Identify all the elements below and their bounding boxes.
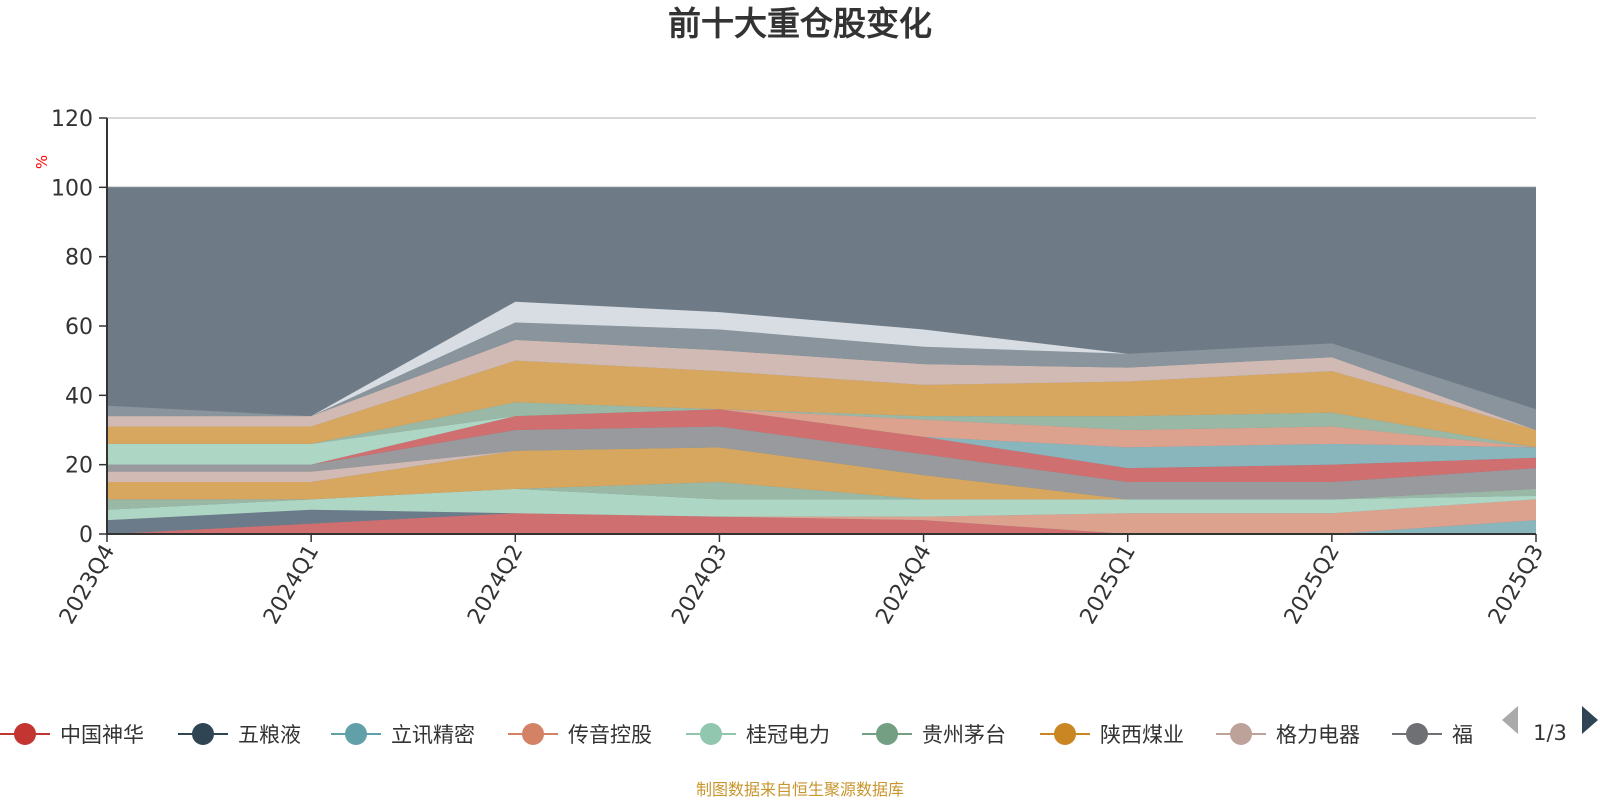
legend-label: 格力电器 — [1276, 723, 1360, 747]
legend-label: 立讯精密 — [391, 723, 475, 747]
area-band-13 — [107, 409, 1536, 465]
legend-marker — [192, 723, 214, 745]
y-tick-label: 120 — [51, 107, 93, 132]
chart-title: 前十大重仓股变化 — [668, 4, 932, 43]
area-band-18 — [107, 301, 1536, 417]
x-tick-label: 2023Q4 — [55, 541, 120, 629]
legend-label: 陕西煤业 — [1100, 723, 1184, 747]
area-band-12 — [107, 409, 1536, 465]
legend-next-icon[interactable] — [1582, 706, 1598, 734]
legend-marker — [1054, 723, 1076, 745]
legend-item[interactable]: 格力电器 — [1216, 723, 1360, 747]
area-band-14 — [107, 402, 1536, 448]
y-tick-label: 40 — [65, 384, 93, 409]
x-tick-label: 2024Q1 — [259, 541, 324, 629]
plot-areas — [107, 187, 1536, 535]
legend-label: 传音控股 — [568, 723, 652, 747]
area-band-17 — [107, 322, 1536, 430]
x-tick-label: 2024Q3 — [667, 541, 732, 629]
legend-marker — [700, 723, 722, 745]
area-band-9 — [107, 426, 1536, 500]
legend-marker — [14, 723, 36, 745]
x-tick-label: 2025Q3 — [1484, 541, 1549, 629]
y-tick-label: 80 — [65, 246, 93, 271]
legend-label: 中国神华 — [60, 723, 144, 747]
legend-marker — [345, 723, 367, 745]
legend-label: 桂冠电力 — [746, 723, 830, 747]
legend-marker — [876, 723, 898, 745]
legend: 中国神华 五粮液 立讯精密 传音控股 桂冠电力 贵州茅台 陕西煤业 格力电器 福 — [0, 723, 1473, 747]
legend-label: 福 — [1452, 723, 1473, 747]
y-tick-label: 60 — [65, 315, 93, 340]
legend-item[interactable]: 陕西煤业 — [1040, 723, 1184, 747]
legend-prev-icon[interactable] — [1502, 706, 1518, 734]
legend-label: 贵州茅台 — [922, 723, 1006, 747]
area-band-6 — [107, 482, 1536, 510]
source-note: 制图数据来自恒生聚源数据库 — [696, 780, 904, 799]
legend-page-indicator: 1/3 — [1533, 721, 1567, 745]
legend-item[interactable]: 桂冠电力 — [686, 723, 830, 747]
x-tick-label: 2024Q4 — [871, 541, 936, 629]
y-tick-label: 20 — [65, 454, 93, 479]
area-band-10 — [107, 409, 1536, 482]
legend-marker — [1230, 723, 1252, 745]
legend-marker — [1406, 723, 1428, 745]
legend-item[interactable]: 福 — [1392, 723, 1473, 747]
legend-item[interactable]: 中国神华 — [0, 723, 144, 747]
legend-pager: 1/3 — [1502, 706, 1598, 745]
legend-item[interactable]: 贵州茅台 — [862, 723, 1006, 747]
area-band-1 — [107, 513, 1536, 534]
x-tick-label: 2025Q1 — [1076, 541, 1141, 629]
legend-item[interactable]: 传音控股 — [508, 723, 652, 747]
legend-label: 五粮液 — [238, 723, 301, 747]
x-tick-label: 2025Q2 — [1280, 541, 1345, 629]
area-band-16 — [107, 339, 1536, 430]
area-band-11 — [107, 409, 1536, 469]
y-axis-unit: % — [33, 155, 51, 169]
area-band-5 — [107, 488, 1536, 521]
legend-item[interactable]: 五粮液 — [178, 723, 301, 747]
area-band-3 — [107, 509, 1536, 534]
y-tick-label: 0 — [79, 523, 93, 548]
legend-item[interactable]: 立讯精密 — [331, 723, 475, 747]
x-tick-label: 2024Q2 — [463, 541, 528, 629]
area-band-7 — [107, 447, 1536, 500]
area-band-15 — [107, 360, 1536, 448]
legend-marker — [522, 723, 544, 745]
y-tick-label: 100 — [51, 176, 93, 201]
area-band-2 — [107, 509, 1536, 534]
